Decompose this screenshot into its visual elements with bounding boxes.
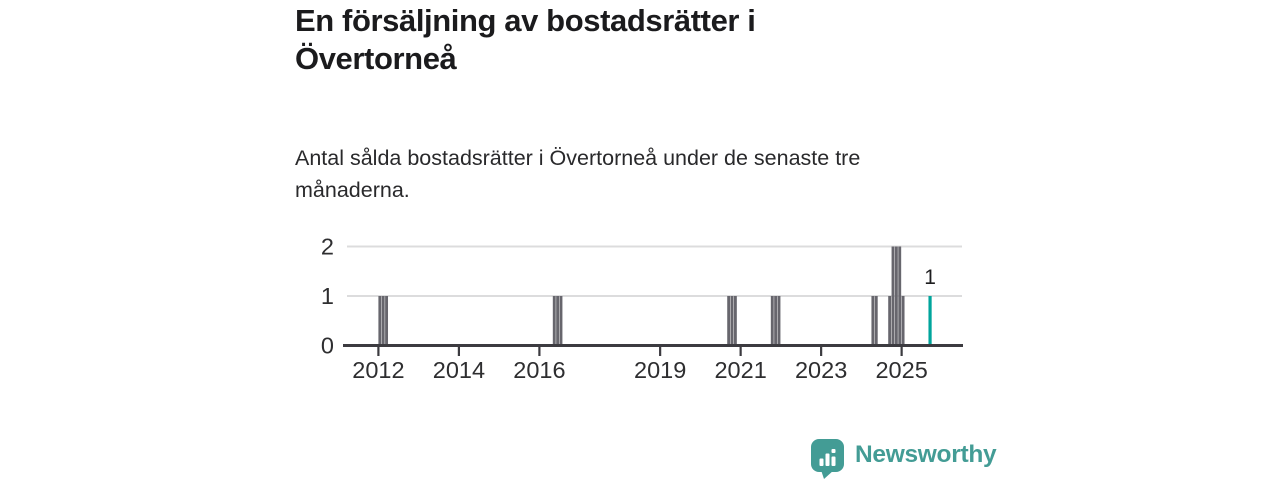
bar-month [770, 296, 774, 346]
bar-month [774, 296, 778, 346]
newsworthy-logo-icon [811, 439, 844, 479]
x-axis-tick [820, 347, 823, 356]
bar-month [559, 296, 563, 346]
bar-month [730, 296, 734, 346]
bar-month [871, 296, 875, 346]
bar-month [891, 246, 895, 346]
y-axis-tick-label: 2 [321, 234, 334, 260]
gridline [347, 245, 962, 248]
x-axis-line [343, 344, 963, 347]
bar-month [556, 296, 560, 346]
bar-month [898, 246, 902, 346]
x-axis-tick [900, 347, 903, 356]
newsworthy-logo-text: Newsworthy [855, 441, 997, 468]
chart-title: En försäljning av bostadsrätter i Överto… [295, 3, 756, 76]
bar-month [381, 296, 385, 346]
bar-month [874, 296, 878, 346]
y-axis-tick-label: 0 [321, 333, 334, 359]
x-axis-tick-label: 2019 [634, 357, 686, 383]
bar-month [727, 296, 731, 346]
x-axis-tick-label: 2025 [875, 357, 927, 383]
x-axis-tick [659, 347, 662, 356]
bar-month [733, 296, 737, 346]
current-value-label: 1 [924, 266, 936, 289]
x-axis-tick-label: 2014 [433, 357, 485, 383]
x-axis-tick [377, 347, 380, 356]
x-axis-tick-label: 2023 [795, 357, 847, 383]
bar-month [894, 246, 898, 346]
bar-month [888, 296, 892, 346]
bar-month [777, 296, 781, 346]
y-axis-tick-label: 1 [321, 283, 334, 309]
bar-month [385, 296, 389, 346]
gridline [347, 295, 962, 297]
x-axis-tick [538, 347, 541, 356]
x-axis-tick [457, 347, 461, 356]
chart-subtitle: Antal sålda bostadsrätter i Övertorneå u… [295, 146, 861, 202]
x-axis-tick-label: 2016 [513, 357, 565, 383]
newsworthy-logo: Newsworthy [810, 438, 997, 480]
bar-month [901, 296, 905, 346]
bar-month [378, 296, 382, 346]
x-axis-tick-label: 2021 [714, 357, 766, 383]
bar-current-month [928, 296, 932, 346]
x-axis-tick [739, 347, 742, 356]
x-axis-tick-label: 2012 [352, 357, 404, 383]
bar-month [552, 296, 556, 346]
